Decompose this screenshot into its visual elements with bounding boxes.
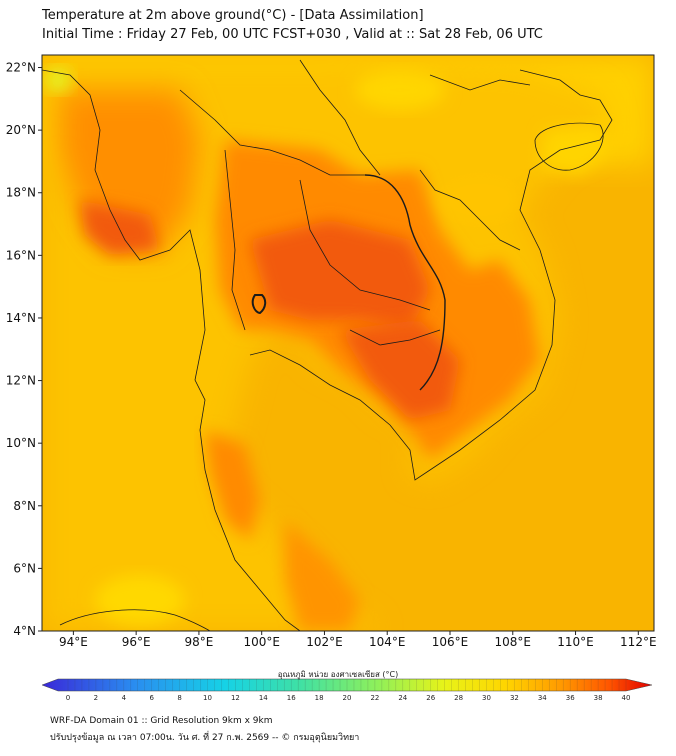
lon-tick-label: 96°E (122, 635, 151, 649)
lon-tick-label: 104°E (369, 635, 406, 649)
lon-tick-label: 112°E (620, 635, 657, 649)
lat-tick-label: 14°N (6, 311, 36, 325)
colorbar-tick-label: 30 (482, 694, 491, 702)
lon-tick-label: 98°E (184, 635, 213, 649)
colorbar-label: อุณหภูมิ หน่วย องศาเซลเซียส (°C) (277, 670, 399, 679)
colorbar-tick-label: 24 (398, 694, 407, 702)
plot-frame (41, 54, 655, 632)
colorbar-tick-label: 28 (454, 694, 463, 702)
highland-cool-spots (44, 68, 520, 625)
colorbar-tick-label: 32 (510, 694, 519, 702)
lat-tick-label: 16°N (6, 248, 36, 262)
lon-tick-label: 110°E (557, 635, 594, 649)
colorbar-tick-label: 12 (231, 694, 240, 702)
chart-title: Temperature at 2m above ground(°C) - [Da… (42, 8, 424, 23)
footer-update-info: ปรับปรุงข้อมูล ณ เวลา 07:00น. วัน ศ. ที่… (50, 733, 360, 743)
colorbar-tick-label: 20 (343, 694, 352, 702)
colorbar-tick-label: 36 (566, 694, 575, 702)
colorbar-tick-label: 8 (177, 694, 181, 702)
chart-subtitle: Initial Time : Friday 27 Feb, 00 UTC FCS… (42, 27, 543, 42)
colorbar-tick-label: 0 (66, 694, 70, 702)
lat-tick-label: 6°N (13, 561, 36, 575)
colorbar: 0 2 4 6 8 10 12 14 16 18 20 22 24 26 28 30 32 34 36 38 40 (41, 678, 653, 702)
colorbar-tick-label: 4 (122, 694, 127, 702)
lon-tick-label: 106°E (432, 635, 469, 649)
lon-tick-label: 94°E (59, 635, 88, 649)
longitude-axis: 94°E 96°E 98°E 100°E 102°E 104°E 106°E 108°E 110… (59, 631, 657, 649)
colorbar-tick-label: 34 (538, 694, 547, 702)
lat-tick-label: 12°N (6, 374, 36, 388)
colorbar-tick-label: 14 (259, 694, 268, 702)
lon-tick-label: 100°E (243, 635, 280, 649)
lon-tick-label: 102°E (306, 635, 343, 649)
colorbar-tick-label: 26 (426, 694, 435, 702)
colorbar-tick-label: 40 (622, 694, 631, 702)
footer-model-info: WRF-DA Domain 01 :: Grid Resolution 9km … (50, 716, 273, 726)
coastlines-and-borders (42, 59, 613, 631)
lat-tick-label: 8°N (13, 499, 36, 513)
colorbar-tick-label: 6 (149, 694, 154, 702)
lon-tick-label: 108°E (495, 635, 532, 649)
colorbar-tick-label: 38 (594, 694, 603, 702)
lat-tick-label: 20°N (6, 123, 36, 137)
lat-tick-label: 18°N (6, 186, 36, 200)
colorbar-tick-label: 22 (370, 694, 379, 702)
latitude-axis: 4°N 6°N 8°N 10°N 12°N 14°N 16°N 18°N 20°N 22°N (6, 61, 42, 638)
colorbar-tick-label: 2 (94, 694, 98, 702)
colorbar-tick-label: 10 (203, 694, 212, 702)
colorbar-tick-label: 18 (315, 694, 324, 702)
lat-tick-label: 22°N (6, 61, 36, 75)
lat-tick-label: 10°N (6, 436, 36, 450)
colorbar-tick-label: 16 (287, 694, 296, 702)
lat-tick-label: 4°N (13, 624, 36, 638)
